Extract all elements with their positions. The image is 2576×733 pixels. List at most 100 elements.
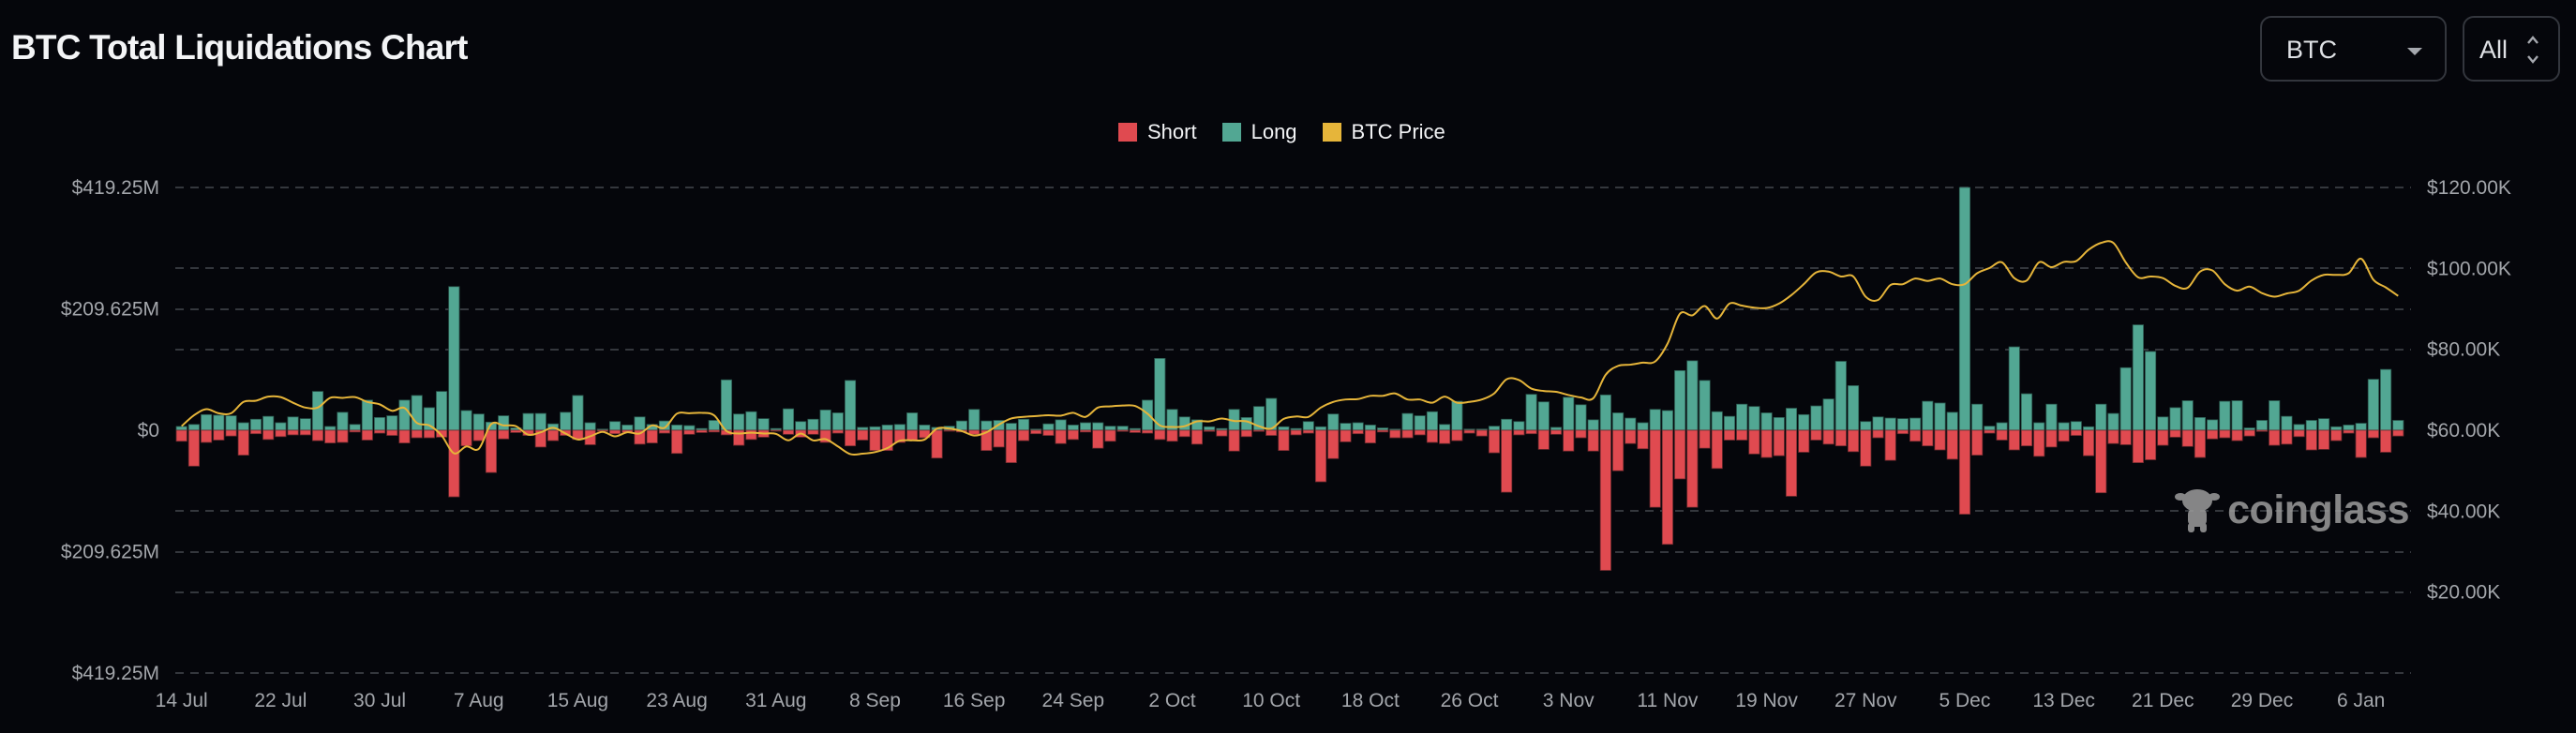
short-bar	[299, 429, 311, 436]
long-bar	[2045, 403, 2058, 431]
short-bar	[1191, 429, 1203, 445]
coin-select[interactable]: BTC	[2260, 16, 2447, 82]
long-bar	[2293, 424, 2305, 431]
right-axis-tick-label: $20.00K	[2427, 582, 2500, 604]
long-bar	[2082, 426, 2095, 431]
short-bar	[2380, 429, 2392, 453]
long-bar	[398, 399, 411, 431]
long-bar	[1414, 415, 1426, 431]
long-bar	[572, 395, 584, 431]
short-bar	[1104, 429, 1116, 442]
long-bar	[1958, 187, 1970, 431]
short-bar	[324, 429, 337, 443]
short-bar	[2132, 429, 2144, 463]
legend-item-short[interactable]: Short	[1118, 120, 1197, 144]
short-bar	[2008, 429, 2020, 451]
short-bar	[275, 429, 287, 438]
short-bar	[472, 429, 485, 441]
short-bar	[609, 429, 622, 435]
long-bar	[881, 425, 893, 431]
long-bar	[1513, 421, 1525, 431]
long-swatch	[1221, 123, 1241, 142]
long-bar	[1922, 400, 1934, 431]
long-bar	[1451, 400, 1463, 431]
short-bar	[1463, 429, 1475, 434]
long-bar	[2207, 419, 2219, 431]
long-bar	[1550, 426, 1563, 431]
long-bar	[1204, 426, 1216, 431]
long-bar	[1785, 408, 1798, 431]
x-axis-tick-label: 22 Jul	[254, 690, 307, 711]
right-axis-tick-label: $60.00K	[2427, 420, 2500, 441]
long-bar	[1661, 410, 1673, 431]
x-axis-tick-label: 26 Oct	[1441, 690, 1499, 711]
short-bar	[2330, 429, 2343, 441]
long-bar	[1537, 401, 1550, 431]
long-bar	[213, 414, 225, 431]
long-bar	[1401, 412, 1414, 431]
short-bar	[1971, 429, 1984, 456]
long-bar	[249, 418, 262, 431]
short-bar	[1252, 429, 1266, 432]
long-bar	[1612, 412, 1625, 431]
short-bar	[547, 429, 560, 441]
coinglass-mascot-icon	[2175, 489, 2221, 532]
short-bar	[498, 429, 510, 440]
short-bar	[2169, 429, 2181, 438]
short-bar	[708, 429, 720, 433]
short-bar	[671, 429, 683, 455]
long-bar	[622, 425, 634, 431]
long-bar	[1352, 422, 1364, 431]
right-axis-tick-label: $100.00K	[2427, 258, 2511, 279]
long-bar	[1005, 423, 1017, 431]
short-bar	[2107, 429, 2119, 444]
long-bar	[2145, 351, 2157, 431]
long-bar	[187, 424, 200, 431]
long-bar	[745, 411, 757, 431]
range-select-value: All	[2479, 36, 2509, 64]
short-bar	[1389, 429, 1401, 439]
long-bar	[634, 416, 646, 431]
coinglass-watermark: coinglass	[2175, 486, 2409, 534]
short-swatch	[1118, 123, 1137, 142]
short-bar	[968, 429, 981, 435]
short-bar	[1525, 429, 1537, 435]
short-bar	[1773, 429, 1785, 456]
long-bar	[2169, 407, 2181, 431]
short-bar	[1079, 429, 1092, 433]
short-bar	[1563, 429, 1575, 452]
caret-down-icon	[2407, 48, 2422, 55]
long-bar	[262, 415, 275, 431]
long-bar	[2095, 403, 2107, 431]
range-select[interactable]: All	[2463, 16, 2560, 82]
long-bar	[1686, 360, 1699, 431]
short-bar	[2293, 429, 2305, 438]
short-bar	[411, 429, 423, 439]
short-bar	[893, 429, 906, 443]
long-bar	[1178, 416, 1191, 431]
long-bar	[2058, 422, 2070, 431]
long-bar	[1971, 403, 1984, 431]
short-bar	[1513, 429, 1525, 436]
short-bar	[1575, 429, 1587, 439]
short-bar	[1872, 429, 1884, 439]
long-bar	[2070, 421, 2082, 431]
short-bar	[1116, 429, 1129, 432]
right-axis-tick-label: $40.00K	[2427, 501, 2500, 522]
legend-item-btc-price[interactable]: BTC Price	[1322, 120, 1445, 144]
short-bar	[1686, 429, 1699, 508]
short-bar	[683, 429, 696, 435]
short-bar	[1661, 429, 1673, 546]
x-axis-tick-label: 15 Aug	[547, 690, 608, 711]
short-bar	[1042, 429, 1055, 436]
short-bar	[1860, 429, 1872, 467]
short-bar	[361, 429, 373, 441]
short-bar	[374, 429, 386, 434]
long-bar	[1488, 426, 1501, 431]
legend-item-long[interactable]: Long	[1221, 120, 1297, 144]
long-bar	[807, 418, 819, 431]
short-bar	[2305, 429, 2317, 451]
long-bar	[311, 391, 324, 431]
long-bar	[671, 425, 683, 431]
short-bar	[436, 429, 448, 438]
